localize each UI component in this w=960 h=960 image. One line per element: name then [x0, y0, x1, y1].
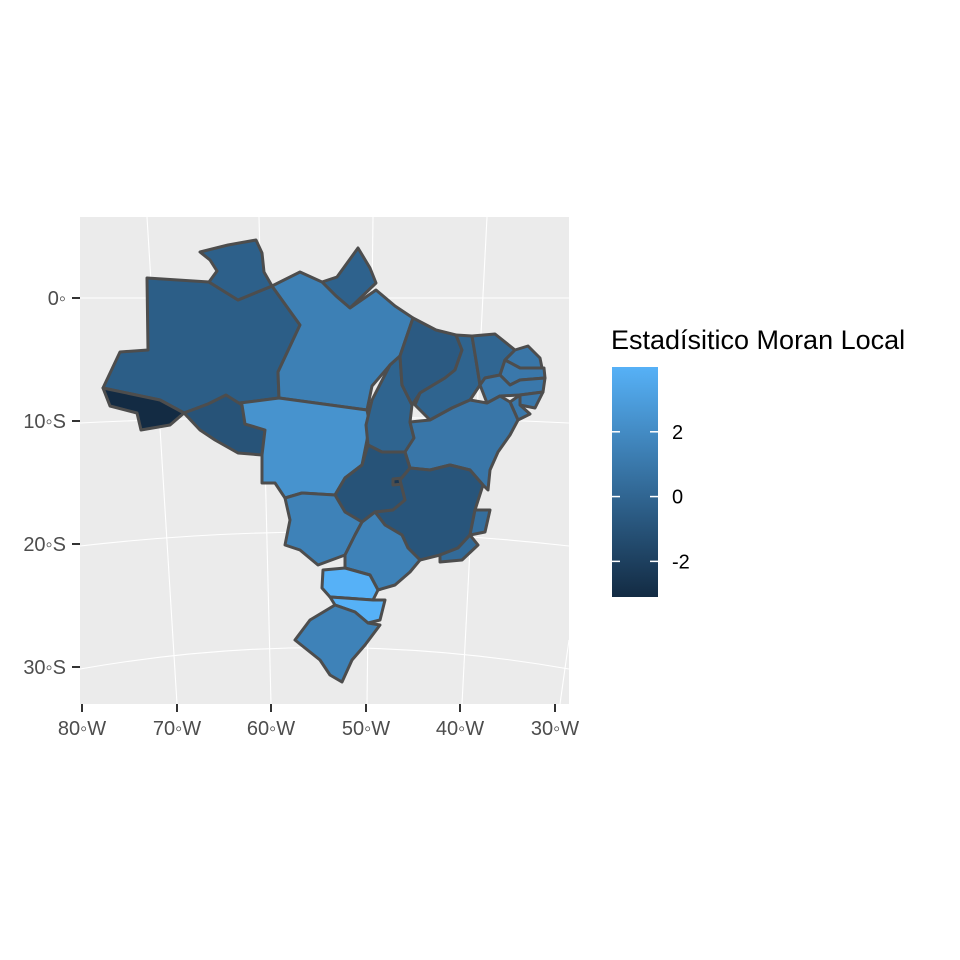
legend-colorbar — [612, 367, 658, 597]
legend-tick-label: -2 — [672, 551, 690, 573]
x-tick-label: 40◦W — [436, 718, 484, 740]
legend-ticks: 2 0 -2 — [612, 422, 690, 573]
y-axis: 0◦ 10◦S 20◦S 30◦S — [23, 288, 80, 679]
x-axis: 80◦W 70◦W 60◦W 50◦W 40◦W 30◦W — [58, 704, 579, 740]
x-tick-label: 70◦W — [153, 718, 201, 740]
y-tick-label: 0◦ — [48, 288, 66, 310]
graticule-line-lon-30w — [559, 639, 570, 705]
state-regions — [101, 238, 547, 684]
region-rio-de-janeiro — [438, 533, 480, 564]
x-tick-label: 50◦W — [342, 718, 390, 740]
region-rio-grande-do-sul — [293, 603, 382, 684]
x-tick-label: 80◦W — [58, 718, 106, 740]
y-tick-label: 30◦S — [23, 657, 66, 679]
x-tick-label: 30◦W — [531, 718, 579, 740]
legend: Estadísitico Moran Local 2 0 -2 — [611, 325, 905, 597]
region-sao-paulo — [343, 510, 422, 592]
x-tick-label: 60◦W — [247, 718, 295, 740]
legend-tick-label: 0 — [672, 487, 683, 509]
region-acre — [101, 386, 186, 432]
y-tick-label: 10◦S — [23, 411, 66, 433]
y-tick-label: 20◦S — [23, 534, 66, 556]
legend-title: Estadísitico Moran Local — [611, 325, 905, 355]
legend-tick-label: 2 — [672, 422, 683, 444]
region-espirito-santo — [468, 508, 492, 537]
